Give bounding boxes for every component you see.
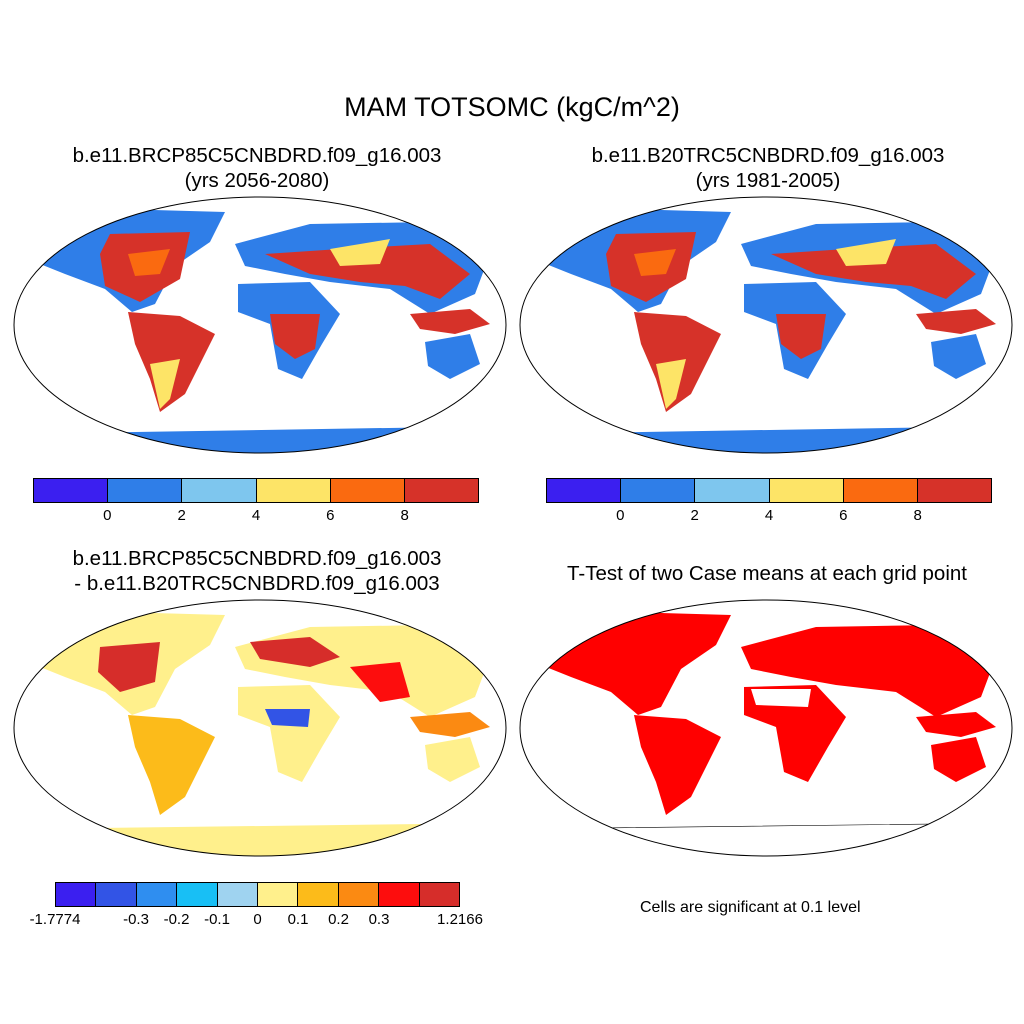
colorbar-swatch xyxy=(695,479,770,502)
africa-land xyxy=(744,685,846,782)
map-future xyxy=(13,196,507,454)
colorbar-swatch xyxy=(404,479,479,502)
australia-land xyxy=(931,334,986,379)
eurasia-high xyxy=(265,244,470,299)
south-america-mid xyxy=(150,359,180,409)
antarctica-land xyxy=(14,823,506,856)
africa-land xyxy=(238,685,340,782)
map-historical xyxy=(519,196,1013,454)
map-border xyxy=(13,599,507,857)
maritime-asia-land xyxy=(410,309,490,334)
eurasia-mid xyxy=(330,239,390,266)
north-america-mid xyxy=(634,249,676,276)
australia-land xyxy=(425,334,480,379)
panel-title-line1: b.e11.BRCP85C5CNBDRD.f09_g16.003 xyxy=(72,547,442,570)
colorbar-tick-label: 1.2166 xyxy=(437,911,483,928)
colorbar-tick-label: 0 xyxy=(103,507,112,524)
panel-title-top-left: b.e11.BRCP85C5CNBDRD.f09_g16.003 (yrs 20… xyxy=(0,143,514,193)
colorbar-tick-label: 6 xyxy=(839,507,848,524)
map-border xyxy=(519,196,1013,454)
panel-title-line2: (yrs 2056-2080) xyxy=(184,169,330,192)
australia-land xyxy=(425,737,480,782)
colorbar-swatch xyxy=(379,883,420,906)
colorbar-tick-label: 0.1 xyxy=(287,911,309,928)
africa-low xyxy=(265,709,310,727)
panel-title-line1: T-Test of two Case means at each grid po… xyxy=(567,562,967,585)
europe-high xyxy=(250,637,340,667)
north-america-mid xyxy=(128,249,170,276)
eurasia-mid xyxy=(836,239,896,266)
north-america-high xyxy=(98,642,160,692)
sahara-not-significant xyxy=(751,689,811,707)
colorbar-tick-label: -0.3 xyxy=(123,911,149,928)
colorbar-swatch xyxy=(256,479,331,502)
significance-note: Cells are significant at 0.1 level xyxy=(640,899,861,916)
antarctica-land xyxy=(520,426,1012,453)
africa-high xyxy=(776,314,826,359)
map-border xyxy=(13,196,507,454)
colorbar-swatch xyxy=(621,479,696,502)
main-title: MAM TOTSOMC (kgC/m^2) xyxy=(344,92,680,122)
panel-title-line1: b.e11.B20TRC5CNBDRD.f09_g16.003 xyxy=(591,144,945,167)
antarctica-outline xyxy=(520,822,1012,856)
colorbar-tick-label: 0 xyxy=(253,911,262,928)
colorbar-tick-label: 4 xyxy=(764,507,774,524)
map-ttest xyxy=(519,599,1013,857)
colorbar-swatch xyxy=(108,479,183,502)
colorbar-tick-label: 6 xyxy=(326,507,335,524)
colorbar-swatch xyxy=(547,479,622,502)
colorbar-tick-label: 8 xyxy=(400,507,409,524)
colorbar-swatch xyxy=(217,883,259,906)
colorbar-swatch xyxy=(338,883,380,906)
colorbar-swatch xyxy=(177,883,218,906)
colorbar-swatch xyxy=(96,883,137,906)
eurasia-high xyxy=(771,244,976,299)
colorbar-swatch xyxy=(258,883,299,906)
antarctica-land xyxy=(14,426,506,453)
colorbar-tick-label: -0.1 xyxy=(204,911,230,928)
south-asia-high xyxy=(350,662,410,702)
colorbar-swatch xyxy=(182,479,257,502)
north-america-land xyxy=(536,612,731,715)
colorbar-tick-label: 0.3 xyxy=(368,911,390,928)
panel-title-line1: b.e11.BRCP85C5CNBDRD.f09_g16.003 xyxy=(72,144,442,167)
colorbar-swatch xyxy=(56,883,97,906)
colorbar-tick-label: 8 xyxy=(913,507,922,524)
colorbar-swatch xyxy=(769,479,844,502)
panel-title-line2: (yrs 1981-2005) xyxy=(695,169,841,192)
panel-title-bottom-right: T-Test of two Case means at each grid po… xyxy=(510,561,1024,586)
colorbar-swatch xyxy=(298,883,339,906)
colorbar-tick-label: 2 xyxy=(177,507,186,524)
map-border xyxy=(519,599,1013,857)
south-america-mid xyxy=(656,359,686,409)
south-america-land xyxy=(128,715,215,815)
colorbar-tick-label: -1.7774 xyxy=(29,911,81,928)
africa-high xyxy=(270,314,320,359)
panel-title-line2: - b.e11.B20TRC5CNBDRD.f09_g16.003 xyxy=(74,572,440,595)
panel-title-top-right: b.e11.B20TRC5CNBDRD.f09_g16.003 (yrs 198… xyxy=(512,143,1024,193)
panel-title-bottom-left: b.e11.BRCP85C5CNBDRD.f09_g16.003 - b.e11… xyxy=(0,546,514,596)
colorbar-tick-label: -0.2 xyxy=(163,911,190,928)
colorbar-swatch xyxy=(34,479,109,502)
colorbar-swatch xyxy=(843,479,918,502)
maritime-asia-land xyxy=(410,712,490,737)
colorbar-tick-label: 2 xyxy=(690,507,699,524)
colorbar-tick-label: 0 xyxy=(616,507,625,524)
eurasia-land xyxy=(741,625,996,717)
colorbar-swatch xyxy=(330,479,405,502)
colorbar-tick-label: 4 xyxy=(251,507,261,524)
maritime-asia-land xyxy=(916,309,996,334)
colorbar-difference xyxy=(55,882,460,907)
colorbar-tick-label: 0.2 xyxy=(328,911,349,928)
colorbar-swatch xyxy=(136,883,178,906)
colorbar-historical xyxy=(546,478,992,503)
colorbar-future xyxy=(33,478,479,503)
colorbar-swatch xyxy=(419,883,460,906)
colorbar-swatch xyxy=(917,479,992,502)
maritime-asia-land xyxy=(916,712,996,737)
map-difference xyxy=(13,599,507,857)
australia-land xyxy=(931,737,986,782)
south-america-land xyxy=(634,715,721,815)
